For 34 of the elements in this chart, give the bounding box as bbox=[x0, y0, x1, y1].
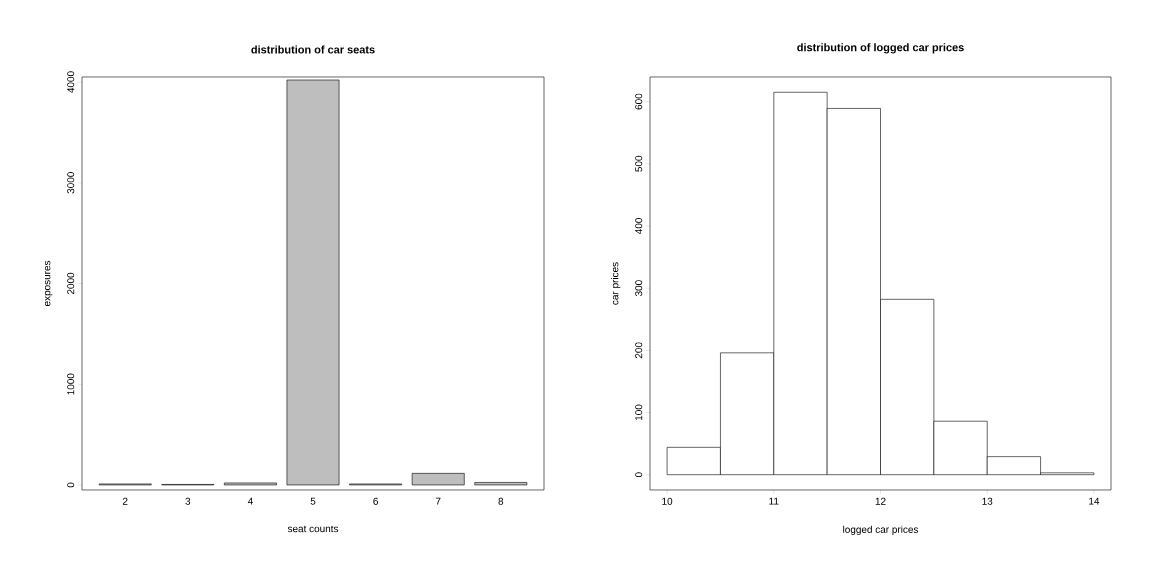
y-tick-label: 400 bbox=[635, 218, 643, 235]
x-tick-label: 4 bbox=[247, 497, 253, 505]
chart-title: distribution of logged car prices bbox=[797, 43, 964, 54]
x-tick-label: 3 bbox=[185, 497, 191, 505]
bar bbox=[474, 482, 528, 486]
y-tick-label: 600 bbox=[635, 93, 643, 110]
x-tick-label: 8 bbox=[498, 497, 504, 505]
y-tick-label: 1000 bbox=[67, 373, 75, 395]
x-tick-label: 7 bbox=[435, 497, 441, 505]
x-tick-label: 5 bbox=[310, 497, 316, 505]
y-tick-label: 100 bbox=[635, 404, 643, 421]
y-tick-label: 4000 bbox=[67, 71, 75, 93]
y-axis-title: car prices bbox=[611, 262, 621, 305]
y-axis-title: exposures bbox=[44, 260, 53, 307]
y-tick-label: 0 bbox=[67, 482, 75, 488]
y-tick-label: 500 bbox=[635, 155, 643, 172]
x-axis-title: logged car prices bbox=[843, 525, 919, 535]
x-tick-label: 2 bbox=[122, 497, 128, 505]
bar bbox=[411, 473, 465, 486]
bar bbox=[286, 79, 340, 486]
x-tick-label: 6 bbox=[373, 497, 378, 505]
y-tick-label: 0 bbox=[635, 472, 643, 478]
y-tick-label: 200 bbox=[635, 342, 643, 359]
x-tick-label: 14 bbox=[1089, 497, 1100, 505]
x-tick-label: 13 bbox=[982, 497, 993, 505]
x-tick-label: 12 bbox=[875, 497, 886, 505]
bar bbox=[224, 482, 277, 486]
y-tick-label: 3000 bbox=[67, 172, 75, 194]
x-axis-title: seat counts bbox=[287, 525, 339, 533]
chart-title: distribution of car seats bbox=[251, 45, 375, 54]
y-tick-label: 2000 bbox=[67, 272, 75, 295]
x-tick-label: 10 bbox=[662, 497, 673, 505]
y-tick-label: 300 bbox=[635, 280, 643, 297]
x-tick-label: 11 bbox=[769, 497, 779, 505]
